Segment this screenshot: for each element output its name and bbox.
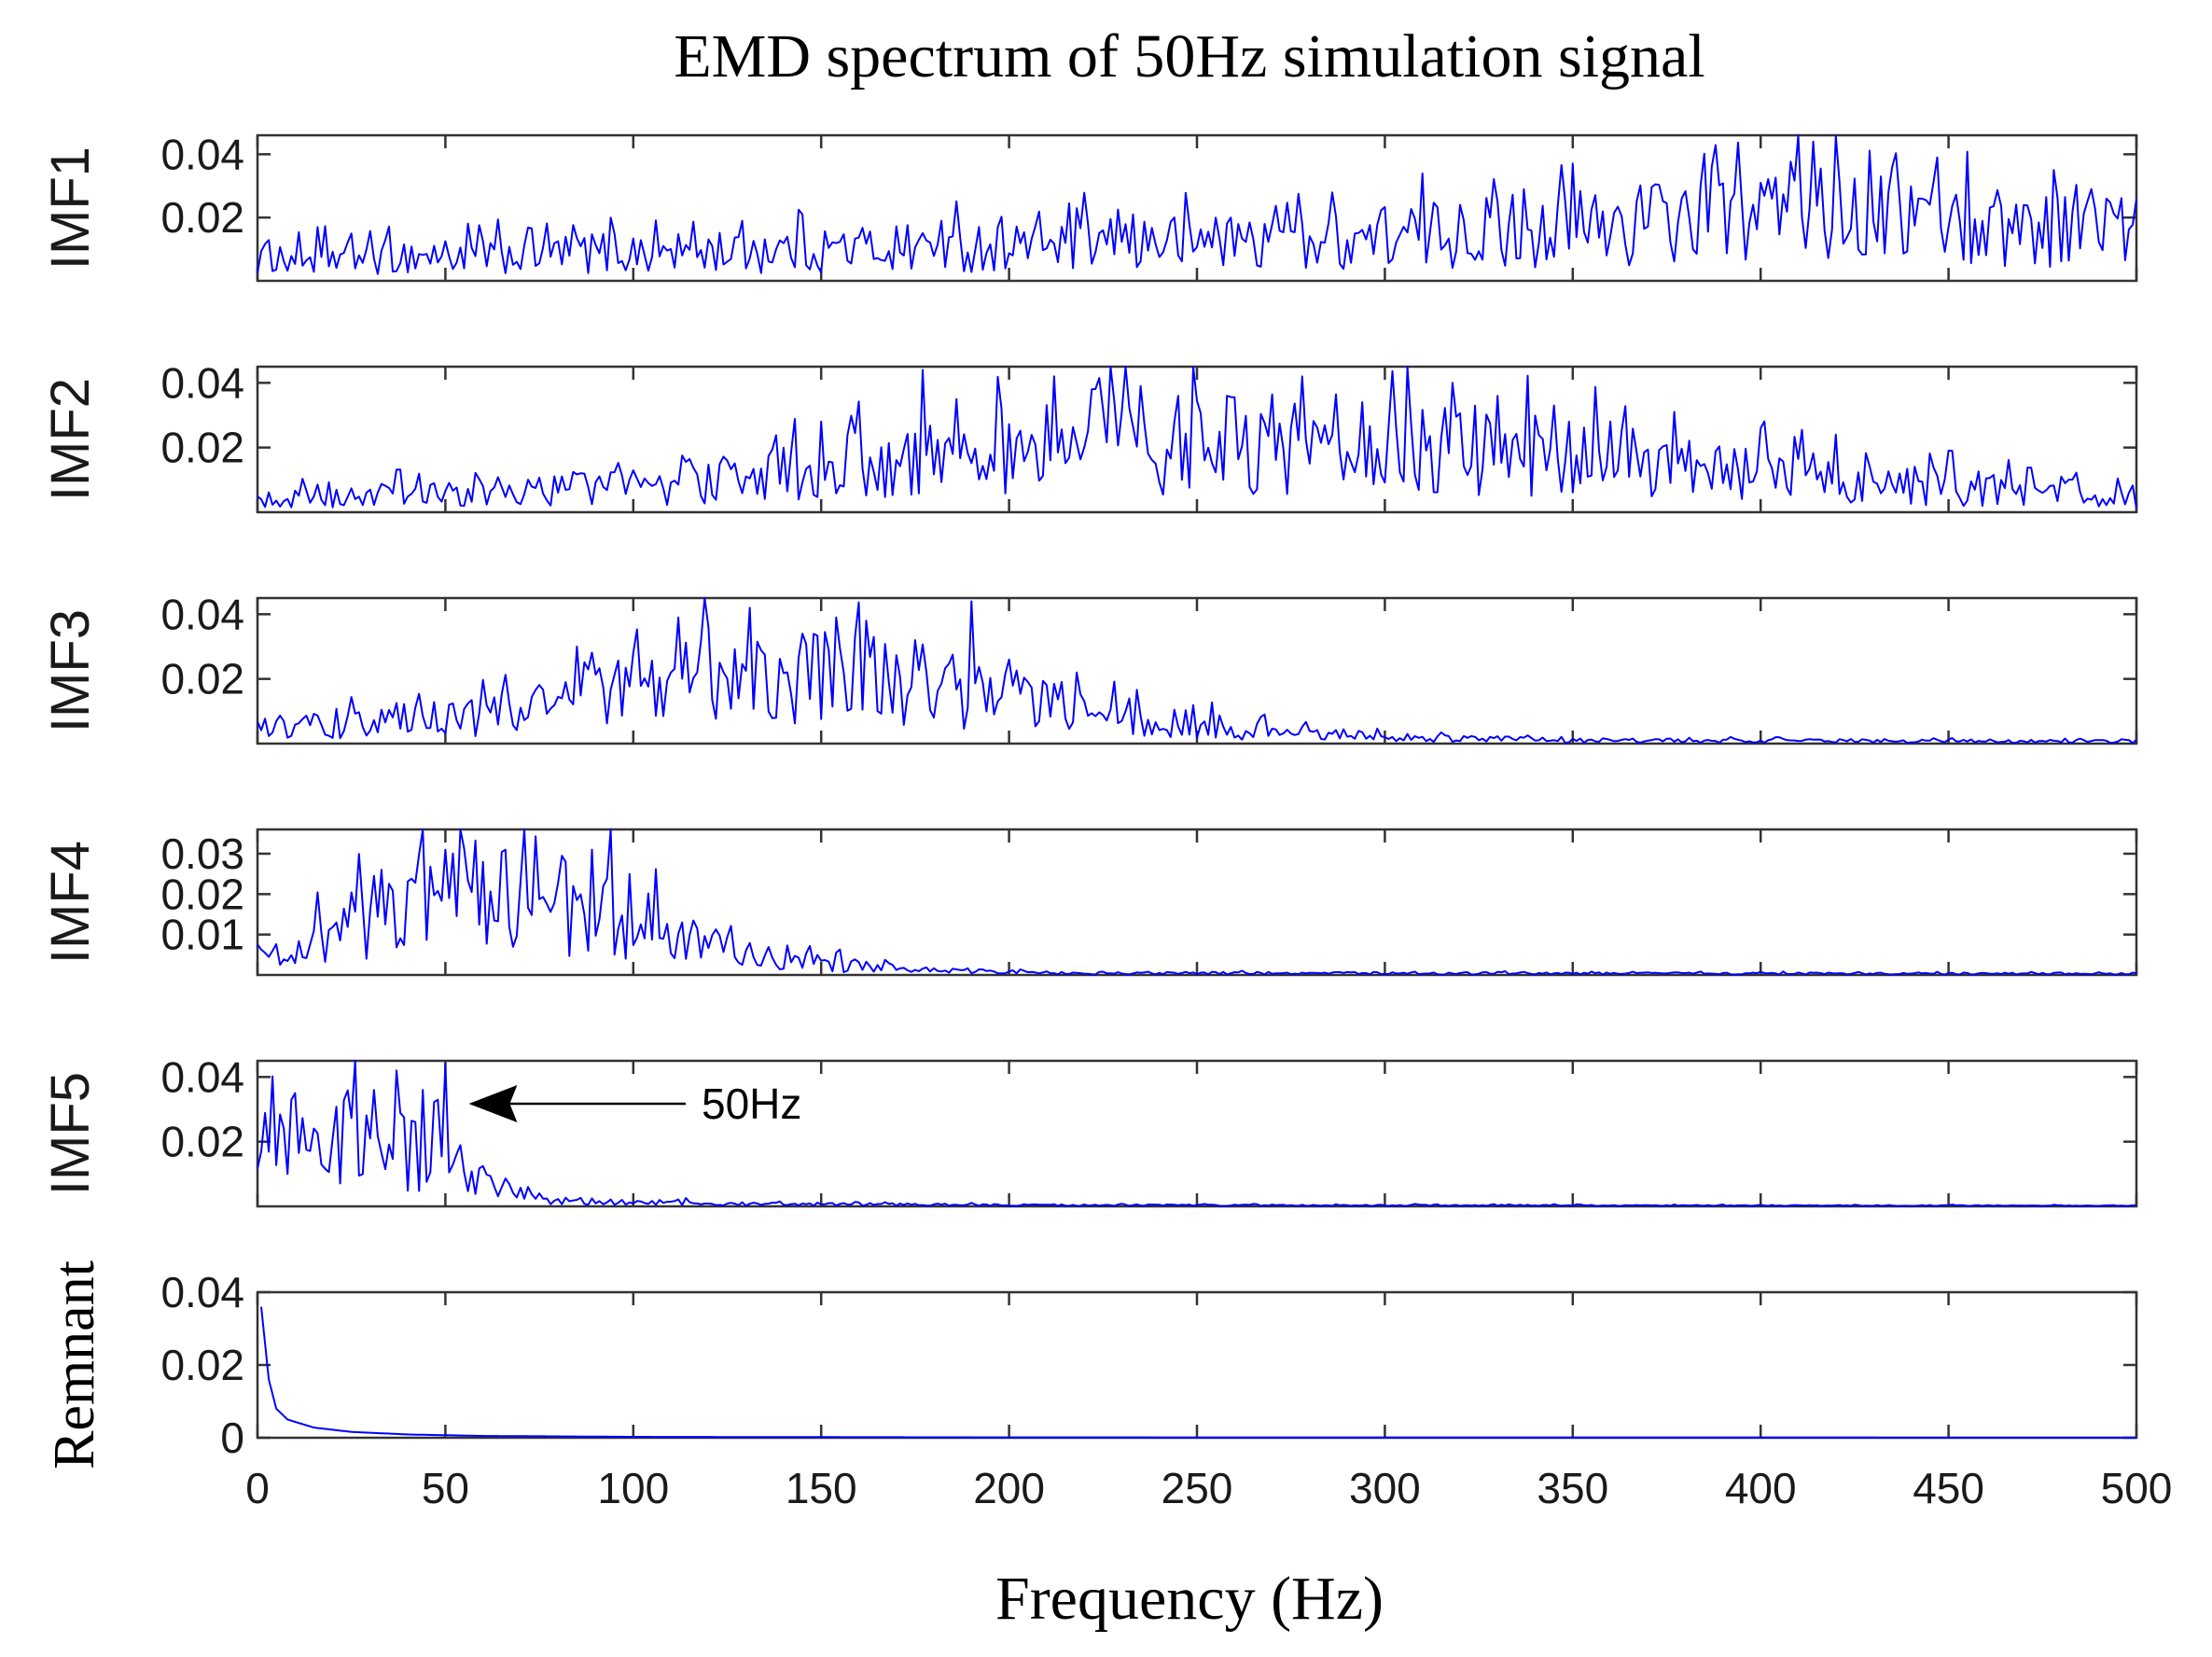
x-tick-label: 500 [2101, 1464, 2173, 1512]
subplot-imf3: 0.02 0.04 IMF3 [40, 590, 2138, 745]
y-tick-label: 0.03 [160, 829, 244, 878]
spectrum-line-imf2 [257, 366, 2137, 508]
x-tick-label: 450 [1913, 1464, 1984, 1512]
x-tick-label: 100 [597, 1464, 669, 1512]
y-tick-label: 0.04 [160, 1052, 244, 1101]
annotation-arrow-head [468, 1085, 518, 1122]
spectrum-line-imf3 [257, 597, 2137, 745]
y-axis-label-imf4: IMF4 [40, 841, 101, 964]
x-tick-label: 200 [973, 1464, 1045, 1512]
x-tick-label: 50 [422, 1464, 469, 1512]
subplot-imf1: 0.02 0.04 IMF1 [40, 130, 2138, 283]
y-tick-label: 0.02 [160, 193, 244, 242]
y-axis-label-imf2: IMF2 [40, 378, 101, 501]
x-tick-label: 300 [1349, 1464, 1421, 1512]
y-tick-label: 0.04 [160, 358, 244, 407]
y-tick-label: 0 [220, 1413, 244, 1462]
subplot-imf2: 0.02 0.04 IMF2 [40, 358, 2138, 514]
chart-title: EMD spectrum of 50Hz simulation signal [674, 22, 1704, 91]
y-tick-label: 0.02 [160, 870, 244, 918]
y-tick-label: 0.01 [160, 911, 244, 959]
y-tick-label: 0.04 [160, 130, 244, 178]
spectrum-line-imf1 [257, 134, 2137, 275]
subplot-imf4: 0.010.020.03 IMF4 [40, 828, 2138, 977]
y-tick-label: 0.04 [160, 590, 244, 638]
y-tick-label: 0.02 [160, 1118, 244, 1166]
x-tick-label: 400 [1725, 1464, 1797, 1512]
subplot-imf5: 0.02 0.04 IMF5 50Hz [40, 1052, 2138, 1208]
subplot-remnant: 0 0.02 0.04 Remnant 0 50 100 150 200 250 300 350 400… [43, 1260, 2172, 1512]
y-axis-label-imf3: IMF3 [40, 609, 101, 732]
x-tick-label: 250 [1162, 1464, 1233, 1512]
y-axis-label-remnant: Remnant [43, 1260, 106, 1469]
spectrum-line-imf5 [257, 1060, 2137, 1207]
y-tick-label: 0.02 [160, 655, 244, 703]
y-tick-label: 0.02 [160, 424, 244, 472]
y-axis-label-imf5: IMF5 [40, 1072, 101, 1195]
y-axis-label-imf1: IMF1 [40, 146, 101, 270]
subplot-stack: 0.02 0.04 IMF1 0.02 0.04 IMF2 0.02 0.04 IMF3 0.01… [40, 130, 2172, 1512]
x-axis-label: Frequency (Hz) [995, 1565, 1384, 1633]
x-tick-label: 0 [245, 1464, 270, 1512]
y-tick-label: 0.02 [160, 1341, 244, 1389]
x-tick-label: 350 [1537, 1464, 1608, 1512]
x-tick-label: 150 [786, 1464, 857, 1512]
annotation-label-50hz: 50Hz [702, 1079, 801, 1128]
spectrum-line-imf4 [257, 828, 2137, 976]
y-tick-label: 0.04 [160, 1268, 244, 1316]
spectrum-line-remnant [260, 1305, 2136, 1439]
